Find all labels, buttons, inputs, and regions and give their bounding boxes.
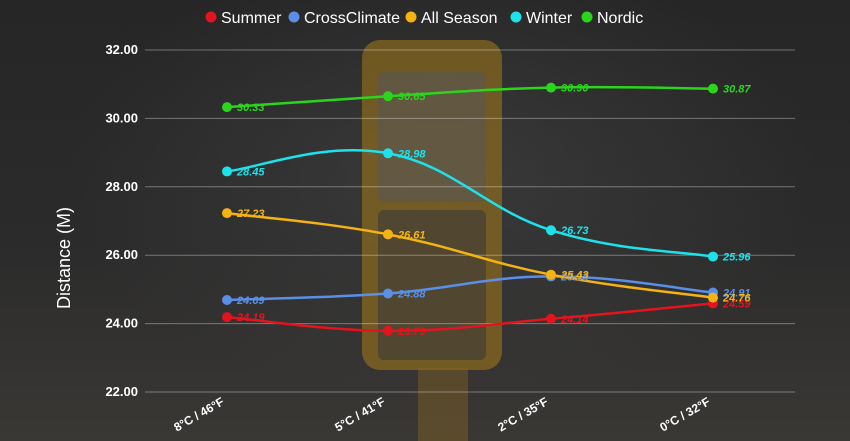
data-label: 26.61: [397, 229, 426, 241]
data-label: 25.96: [722, 252, 751, 264]
background-device-stem: [418, 368, 468, 441]
legend-marker: [510, 11, 522, 23]
data-point: [222, 102, 232, 113]
data-label: 24.19: [236, 312, 265, 324]
data-point: [222, 295, 232, 306]
data-label: 28.45: [236, 166, 265, 178]
legend-label: All Season: [421, 10, 498, 27]
y-axis-label: Distance (M): [54, 207, 74, 309]
data-label: 23.79: [397, 326, 426, 338]
y-tick-label: 30.00: [105, 110, 138, 125]
legend-label: Winter: [526, 10, 573, 27]
data-label: 24.69: [236, 295, 265, 307]
data-label: 30.90: [561, 83, 589, 95]
data-point: [546, 225, 556, 236]
series-line-nordic: [226, 85, 714, 109]
data-label: 25.38: [560, 271, 589, 283]
y-tick-label: 28.00: [105, 179, 138, 194]
data-point: [222, 312, 232, 323]
y-tick-label: 32.00: [105, 42, 138, 57]
data-point: [383, 325, 393, 336]
data-point: [708, 292, 718, 303]
data-label: 30.87: [723, 84, 751, 96]
series-line-crossclimate: [226, 275, 714, 302]
data-point: [383, 91, 393, 102]
data-label: 25.43: [560, 270, 589, 282]
legend-marker: [288, 11, 300, 23]
data-label: 28.98: [397, 148, 426, 160]
y-tick-label: 22.00: [105, 384, 138, 399]
series-points: [222, 82, 718, 336]
series-line-winter: [226, 149, 714, 258]
legend: Summer CrossClimate All Season Winter Nordic: [205, 10, 643, 27]
x-axis-ticks: 8°C / 46°F 5°C / 41°F 2°C / 35°F 0°C / 32°F: [171, 394, 712, 434]
x-tick-label: 8°C / 46°F: [171, 394, 226, 434]
y-tick-label: 26.00: [105, 247, 138, 262]
series-lines: [226, 85, 714, 333]
x-tick-label: 5°C / 41°F: [332, 394, 387, 434]
legend-label: Nordic: [597, 10, 643, 27]
legend-marker: [205, 11, 217, 23]
data-label: 30.65: [398, 91, 426, 103]
data-label: 24.76: [722, 293, 751, 305]
data-point: [383, 229, 393, 240]
data-point: [708, 83, 718, 94]
data-label: 24.59: [722, 298, 751, 310]
data-point: [383, 148, 393, 159]
y-axis-ticks: 22.00 24.00 26.00 28.00 30.00 32.00: [105, 42, 138, 399]
data-label: 24.14: [560, 314, 589, 326]
legend-label: CrossClimate: [304, 10, 400, 27]
x-tick-label: 2°C / 35°F: [495, 394, 550, 434]
data-label: 26.73: [560, 225, 589, 237]
data-point: [708, 251, 718, 262]
data-point: [383, 288, 393, 299]
legend-marker: [581, 11, 593, 23]
data-point: [222, 166, 232, 177]
data-point: [546, 82, 556, 93]
series-line-all-season: [226, 211, 714, 299]
data-point: [546, 313, 556, 324]
x-tick-label: 0°C / 32°F: [657, 394, 712, 434]
y-tick-label: 24.00: [105, 316, 138, 331]
data-label: 24.88: [397, 289, 426, 301]
data-label: 30.33: [237, 102, 265, 114]
legend-label: Summer: [221, 10, 282, 27]
series-line-summer: [226, 302, 714, 333]
data-labels: 24.19 23.79 24.14 24.59 24.69 24.88 25.38 24.91…: [236, 83, 751, 338]
data-label: 24.91: [722, 287, 751, 299]
data-label: 27.23: [236, 208, 265, 220]
data-point: [546, 269, 556, 280]
legend-marker: [405, 11, 417, 23]
data-point: [222, 208, 232, 219]
